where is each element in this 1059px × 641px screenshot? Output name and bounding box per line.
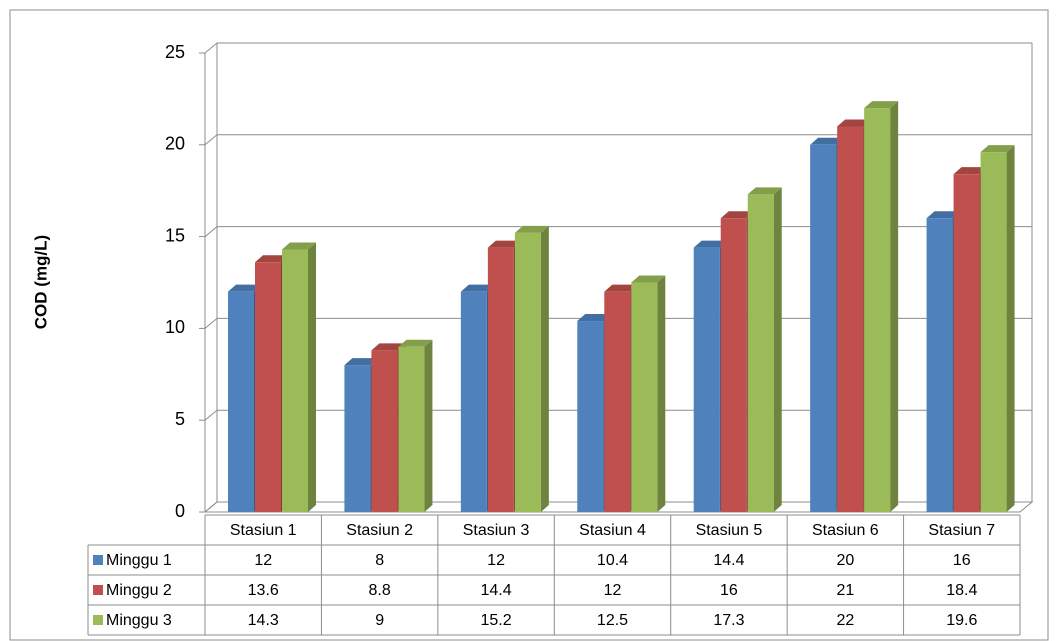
bar-top: [810, 137, 845, 145]
bar-top: [344, 358, 379, 366]
bar: [810, 144, 837, 513]
bar-top: [228, 284, 262, 292]
bar: [720, 218, 747, 513]
bar: [980, 152, 1007, 513]
table-value: 13.6: [248, 582, 279, 599]
y-tick-label: 25: [165, 42, 185, 62]
legend-swatch: [93, 585, 103, 595]
grid-line-side: [204, 409, 218, 421]
bar-side: [657, 275, 666, 512]
table-value: 12: [254, 552, 272, 569]
table-value: 8: [375, 552, 384, 569]
table-value: 8.8: [369, 582, 391, 599]
bar: [460, 291, 487, 512]
table-value: 9: [375, 612, 384, 629]
bar: [604, 291, 631, 512]
x-tick-label: Stasiun 3: [463, 522, 530, 539]
bar-side: [773, 187, 782, 512]
bar-top: [747, 187, 782, 195]
y-axis-title: COD (mg/L): [31, 235, 50, 329]
bar-side: [424, 339, 433, 512]
bar-top: [953, 167, 988, 175]
bar: [837, 126, 864, 512]
bar-top: [980, 145, 1015, 153]
table-value: 14.4: [481, 582, 512, 599]
legend-label: Minggu 1: [106, 552, 172, 569]
bar-top: [604, 284, 639, 292]
bar: [514, 232, 541, 513]
bar-top: [720, 211, 755, 219]
grid-line-side: [204, 318, 218, 329]
bar: [282, 249, 308, 512]
grid-line-side: [204, 134, 218, 146]
bar: [371, 350, 398, 512]
x-tick-label: Stasiun 7: [928, 522, 995, 539]
table-value: 22: [836, 612, 854, 629]
bar: [953, 174, 980, 512]
bar-top: [282, 242, 316, 250]
bar: [398, 346, 425, 512]
table-value: 21: [836, 582, 854, 599]
legend-swatch: [93, 615, 103, 625]
x-tick-label: Stasiun 4: [579, 522, 646, 539]
x-tick-label: Stasiun 6: [812, 522, 879, 539]
bar: [693, 247, 720, 512]
table-value: 14.4: [713, 552, 744, 569]
bar-top: [631, 275, 666, 283]
table-value: 12.5: [597, 612, 628, 629]
y-tick-label: 10: [165, 317, 185, 337]
x-tick-label: Stasiun 1: [230, 522, 297, 539]
bar: [255, 262, 281, 512]
table-value: 20: [836, 552, 854, 569]
bar-side: [1006, 145, 1015, 513]
table-value: 12: [487, 552, 505, 569]
grid-line-side: [204, 42, 218, 54]
bar-top: [837, 119, 872, 127]
table-value: 14.3: [248, 612, 279, 629]
legend-label: Minggu 3: [106, 612, 172, 629]
bar-top: [371, 343, 406, 351]
bar-side: [308, 242, 316, 512]
bar-top: [864, 101, 899, 109]
bar: [926, 218, 953, 513]
table-value: 12: [604, 582, 622, 599]
legend-swatch: [93, 555, 103, 565]
y-tick-label: 0: [175, 501, 185, 521]
x-tick-label: Stasiun 2: [346, 522, 413, 539]
table-value: 15.2: [481, 612, 512, 629]
bar: [864, 108, 891, 512]
grid-line-side: [204, 501, 218, 513]
bar-top: [926, 211, 961, 219]
bar: [344, 365, 371, 512]
bar-top: [487, 240, 522, 248]
bar: [631, 282, 658, 512]
y-tick-label: 15: [165, 225, 185, 245]
bar-top: [693, 240, 728, 248]
table-value: 18.4: [946, 582, 977, 599]
table-value: 10.4: [597, 552, 628, 569]
x-tick-label: Stasiun 5: [696, 522, 763, 539]
bar-top: [460, 284, 495, 292]
bar-side: [540, 225, 549, 513]
y-tick-label: 20: [165, 134, 185, 154]
bar-top: [398, 339, 433, 347]
bar-side: [890, 101, 899, 512]
y-tick-label: 5: [175, 409, 185, 429]
grid-line-side: [204, 226, 218, 237]
bar: [228, 291, 254, 512]
table-value: 16: [953, 552, 971, 569]
bar-top: [514, 225, 549, 233]
bar: [747, 194, 774, 512]
bar-top: [577, 314, 612, 322]
bar-top: [255, 255, 289, 263]
bar: [577, 321, 604, 512]
table-value: 19.6: [946, 612, 977, 629]
bar: [487, 247, 514, 512]
table-value: 16: [720, 582, 738, 599]
table-value: 17.3: [713, 612, 744, 629]
legend-label: Minggu 2: [106, 582, 172, 599]
